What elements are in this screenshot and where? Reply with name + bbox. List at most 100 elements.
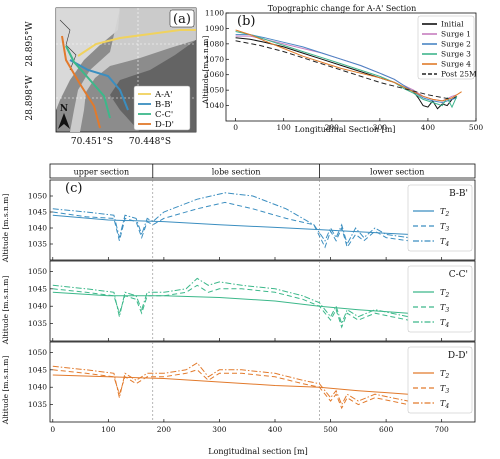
chart-b-xtick-label: 200 [325,123,340,132]
chart-b-legend-initial: Initial [441,20,464,29]
chart-c-xtick-label: 600 [379,425,394,434]
map-glacier-surface [70,8,196,132]
chart-c-ytick-label: 1040 [28,224,47,233]
section-header-lobe-section: lobe section [212,168,261,177]
chart-c-subplot-title: D-D' [448,351,468,361]
chart-c-legend-t4: T4 [440,318,449,329]
chart-b-ytick-label: 1060 [205,70,224,79]
chart-c-subplot-title: B-B' [449,189,468,199]
chart-c-c-c-frame [49,260,476,342]
map-legend-box [133,85,191,131]
chart-c-d-d-frame [49,341,476,423]
chart-b-ytick-label: 1090 [205,24,224,33]
chart-b-xtick-label: 500 [469,123,484,132]
chart-c-legend-c-c: C-C'T2 T3 T4 [407,265,473,333]
chart-c-ytick-label: 1035 [28,319,47,328]
chart-b-ytick-label: 1070 [205,55,224,64]
chart-c-xtick-label: 200 [157,425,172,434]
chart-c-legend-box [407,265,473,333]
chart-c-xtick-label: 500 [323,425,338,434]
map-lat-label-1: 28.895°W [25,21,35,67]
chart-b-panel-label: (b) [237,14,255,29]
map-lon-label-2: 70.448°S [129,137,171,147]
chart-c-legend-t2: T2 [440,207,449,218]
chart-c-d-d-line-t3 [52,369,409,410]
chart-c-ytick-label: 1040 [28,302,47,311]
chart-b-legend-surge-3: Surge 3 [441,50,471,59]
chart-c-xtick-label: 400 [268,425,283,434]
chart-c-legend-b-b: B-B'T2 T3 T4 [407,184,473,252]
chart-b-line-post-25m [235,40,453,100]
north-arrow: N [58,104,70,129]
section-header-upper-section: upper section [74,168,130,177]
north-label: N [60,104,68,114]
map-legend: A-A' B-B' C-C' D-D' [133,85,191,131]
chart-c-ylabel-2: Altitude [m.s.n.m] [1,276,10,346]
chart-c-ytick-label: 1035 [28,400,47,409]
chart-b-xlabel: Longitudinal Section [m] [295,125,396,134]
chart-c-legend-t3: T3 [440,384,449,395]
chart-b-xtick-label: 300 [373,123,388,132]
map-panel-label: (a) [173,12,191,27]
chart-b-xtick-label: 100 [277,123,292,132]
chart-c-xtick-label: 700 [435,425,450,434]
chart-b-ytick-label: 1050 [205,86,224,95]
map-section-aa-line [77,29,196,57]
chart-c-legend-t3: T3 [440,222,449,233]
map-panel-label-box [169,9,195,28]
chart-c-ytick-label: 1050 [28,192,47,201]
chart-c-panel-label: (c) [65,181,82,196]
chart-c-c-c-line-t3 [52,284,409,329]
north-arrow-icon [58,113,70,129]
chart-c-legend-box [407,184,473,252]
map-section-dd-line [61,35,101,129]
chart-c-legend-t4: T4 [440,399,449,410]
chart-c-b-b-line-t2 [52,214,409,235]
chart-c-legend-box [407,346,473,414]
section-header-lower-section: lower section [370,168,424,177]
chart-b-legend-surge-1: Surge 1 [441,30,471,39]
chart-c-c-c-line-t2 [52,291,409,314]
chart-b-ytick-label: 1100 [205,9,224,18]
map-panel: (a) N A-A' B-B' C-C' D-D' 28.895°W 28.89… [25,7,197,147]
chart-b-legend-surge-2: Surge 2 [441,40,471,49]
chart-c-b-b-line-t3 [52,201,409,249]
chart-c-c-c-line-t4 [52,277,409,326]
chart-c-ytick-label: 1045 [28,284,47,293]
chart-c-xtick-label: 300 [212,425,227,434]
chart-c-subplot-title: C-C' [449,270,468,280]
chart-b-ytick-label: 1040 [205,101,224,110]
chart-c-xtick-label: 100 [101,425,116,434]
chart-b-ylabel: Altitude [m.s.n.m] [201,36,210,106]
chart-b-title: Topographic change for A-A' Section [268,4,417,13]
map-legend-cc: C-C' [155,110,173,120]
map-section-cc-line [65,45,111,119]
chart-b-legend-surge-4: Surge 4 [441,60,471,69]
chart-c-b-b-line-t4 [52,192,409,246]
chart-b-xtick-label: 0 [233,123,238,132]
chart-c-legend-d-d: D-D' T2 T3 T4 [407,346,473,414]
chart-c-d-d-line-t4 [52,362,409,406]
chart-b-ytick-label: 1080 [205,39,224,48]
chart-b-frame [225,12,477,122]
chart-c-legend-t4: T4 [440,237,449,248]
chart-c-ytick-label: 1045 [28,208,47,217]
chart-b-line-surge-2 [235,34,457,104]
chart-c-ytick-label: 1040 [28,383,47,392]
chart-c-xlabel: Longitudinal section [m] [208,447,307,456]
chart-c-xtick-label: 0 [50,425,55,434]
chart-c-legend-t3: T3 [440,303,449,314]
chart-c-legend-t2: T2 [440,369,449,380]
chart-b-line-surge-3 [235,31,458,109]
chart-b-xtick-label: 400 [421,123,436,132]
section-header-band [49,163,476,179]
map-lat-label-2: 28.898°W [25,75,35,121]
chart-b-legend-post-25m: Post 25M [441,70,477,79]
chart-c-ytick-label: 1050 [28,348,47,357]
map-legend-bb: B-B' [155,100,173,110]
chart-c-ytick-label: 1045 [28,365,47,374]
chart-c: (c) Longitudinal section [m] Altitude [m… [1,163,476,456]
map-lon-label-1: 70.451°S [71,137,113,147]
map-legend-aa: A-A' [154,90,173,100]
